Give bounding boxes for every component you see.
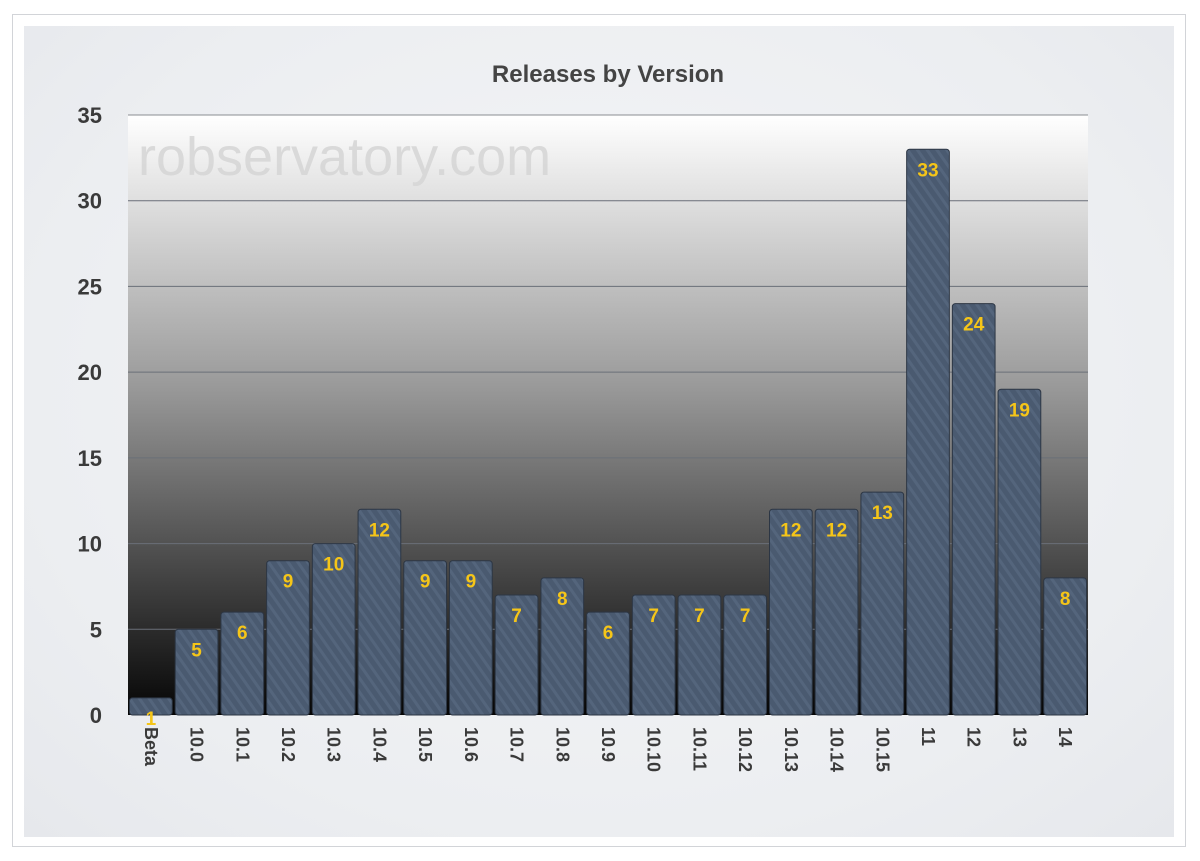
x-tick-label: 10.13 bbox=[781, 727, 801, 772]
value-label: 7 bbox=[511, 606, 522, 627]
bar-10.13 bbox=[769, 508, 813, 716]
bar-10.5 bbox=[403, 560, 447, 716]
value-label: 8 bbox=[557, 589, 568, 610]
value-label: 7 bbox=[740, 606, 751, 627]
bar-10.8 bbox=[540, 577, 585, 716]
bar-10.7 bbox=[494, 594, 539, 716]
bar-10.0 bbox=[174, 628, 219, 716]
bar-10.9 bbox=[586, 611, 630, 716]
bar-10.1 bbox=[220, 611, 265, 716]
bar-10.3 bbox=[311, 543, 356, 716]
x-tick-label: 10.3 bbox=[324, 727, 344, 762]
bar-Beta bbox=[129, 697, 173, 716]
x-tick-label: 10.1 bbox=[232, 727, 252, 762]
value-label: 13 bbox=[872, 503, 893, 524]
bar-10.12 bbox=[723, 594, 767, 716]
value-label: 8 bbox=[1060, 589, 1071, 610]
x-tick-label: 10.10 bbox=[644, 727, 664, 772]
bar-10.4 bbox=[357, 508, 402, 716]
bar-10.6 bbox=[449, 560, 493, 716]
value-label: 12 bbox=[369, 520, 390, 541]
value-label: 9 bbox=[466, 572, 477, 593]
y-tick-label: 10 bbox=[78, 532, 102, 557]
y-tick-label: 35 bbox=[78, 103, 102, 128]
y-tick-label: 20 bbox=[78, 360, 102, 385]
value-label: 6 bbox=[237, 623, 248, 644]
x-tick-label: 10.4 bbox=[369, 727, 389, 762]
chart-title: Releases by Version bbox=[492, 61, 724, 88]
x-tick-label: 10.2 bbox=[278, 727, 298, 762]
x-tick-label: 13 bbox=[1009, 727, 1029, 747]
value-label: 7 bbox=[648, 606, 659, 627]
x-tick-label: Beta bbox=[141, 727, 161, 767]
value-label: 12 bbox=[826, 520, 847, 541]
value-label: 24 bbox=[963, 315, 985, 336]
watermark: robservatory.com bbox=[138, 127, 551, 187]
bar-11 bbox=[906, 148, 950, 716]
bar-10.11 bbox=[677, 594, 722, 716]
bar-10.15 bbox=[860, 491, 905, 716]
x-tick-label: 10.12 bbox=[735, 727, 755, 772]
x-tick-label: 10.9 bbox=[598, 727, 618, 762]
y-tick-label: 0 bbox=[90, 703, 102, 728]
x-tick-label: 10.7 bbox=[507, 727, 527, 762]
value-label: 6 bbox=[603, 623, 614, 644]
value-label: 19 bbox=[1009, 400, 1030, 421]
y-tick-label: 30 bbox=[78, 189, 102, 214]
x-tick-label: 11 bbox=[918, 727, 938, 746]
value-label: 9 bbox=[283, 572, 294, 593]
bar-13 bbox=[997, 388, 1042, 716]
value-label: 9 bbox=[420, 572, 431, 593]
x-tick-label: 10.11 bbox=[689, 727, 709, 771]
y-tick-label: 15 bbox=[78, 446, 102, 471]
x-tick-label: 12 bbox=[964, 727, 984, 747]
value-label: 33 bbox=[917, 160, 938, 181]
x-tick-label: 10.0 bbox=[187, 727, 207, 762]
y-tick-label: 25 bbox=[78, 274, 102, 299]
bar-10.14 bbox=[814, 508, 859, 716]
bar-14 bbox=[1043, 577, 1088, 716]
x-tick-label: 14 bbox=[1055, 727, 1075, 747]
value-label: 1 bbox=[146, 709, 157, 730]
value-label: 5 bbox=[191, 640, 202, 661]
y-tick-label: 5 bbox=[90, 617, 102, 642]
value-label: 12 bbox=[780, 520, 801, 541]
x-tick-label: 10.8 bbox=[552, 727, 572, 762]
x-tick-label: 10.14 bbox=[827, 727, 847, 772]
value-label: 10 bbox=[323, 555, 344, 576]
x-tick-label: 10.15 bbox=[872, 727, 892, 772]
bar-10.2 bbox=[266, 560, 310, 716]
x-tick-label: 10.5 bbox=[415, 727, 435, 762]
value-label: 7 bbox=[694, 606, 705, 627]
bar-10.10 bbox=[631, 594, 676, 716]
x-tick-label: 10.6 bbox=[461, 727, 481, 762]
bar-12 bbox=[951, 303, 996, 716]
